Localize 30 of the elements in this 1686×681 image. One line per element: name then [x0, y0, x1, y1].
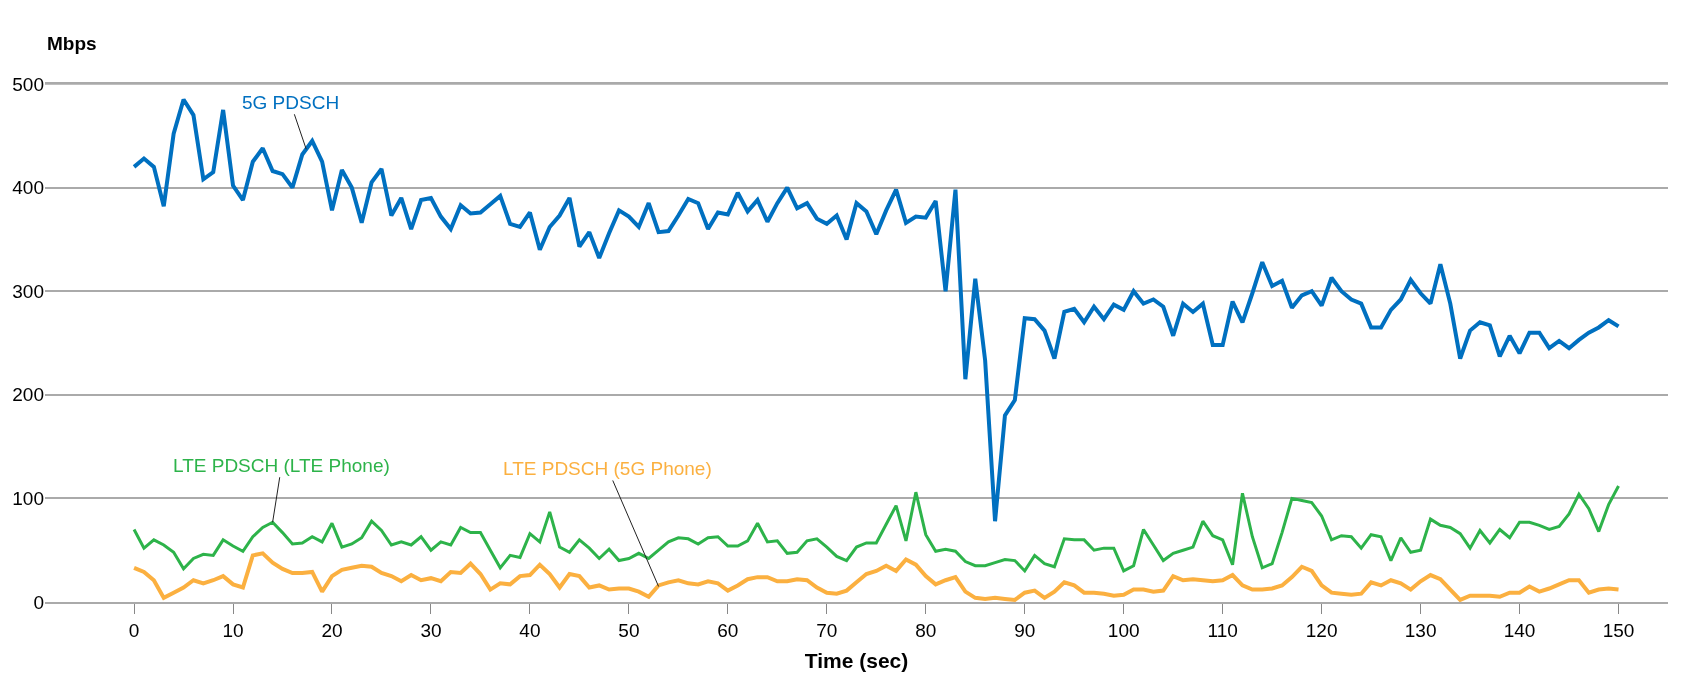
annotation: 5G PDSCH: [242, 92, 340, 113]
x-tick-label: 10: [222, 619, 244, 641]
x-axis-title: Time (sec): [804, 649, 909, 673]
y-tick-label: 300: [12, 280, 44, 302]
x-tick-label: 80: [915, 619, 937, 641]
x-tick-label: 40: [519, 619, 541, 641]
y-tick-label: 0: [33, 591, 44, 613]
y-tick-label: 500: [12, 73, 44, 95]
x-tick-label: 120: [1305, 619, 1338, 641]
x-tick-label: 100: [1107, 619, 1140, 641]
x-tick-label: 30: [420, 619, 442, 641]
x-tick-label: 90: [1014, 619, 1036, 641]
x-tick-label: 110: [1207, 619, 1238, 641]
x-tick-label: 140: [1503, 619, 1536, 641]
y-tick-label: 400: [12, 177, 44, 199]
x-tick-label: 50: [618, 619, 640, 641]
y-tick-label: 200: [12, 384, 44, 406]
line-series: [132, 97, 1621, 524]
annotation: LTE PDSCH (LTE Phone): [173, 455, 390, 476]
annotation: LTE PDSCH (5G Phone): [503, 458, 712, 479]
x-tick-label: 0: [128, 619, 140, 641]
y-axis-title: Mbps: [47, 33, 97, 54]
line-series: [132, 551, 1621, 602]
x-tick-label: 20: [321, 619, 343, 641]
x-tick-label: 150: [1602, 619, 1635, 641]
x-tick-label: 70: [816, 619, 838, 641]
x-tick-label: 60: [717, 619, 739, 641]
y-tick-label: 100: [12, 488, 44, 510]
x-tick-label: 130: [1404, 619, 1437, 641]
line-series: [132, 484, 1621, 573]
